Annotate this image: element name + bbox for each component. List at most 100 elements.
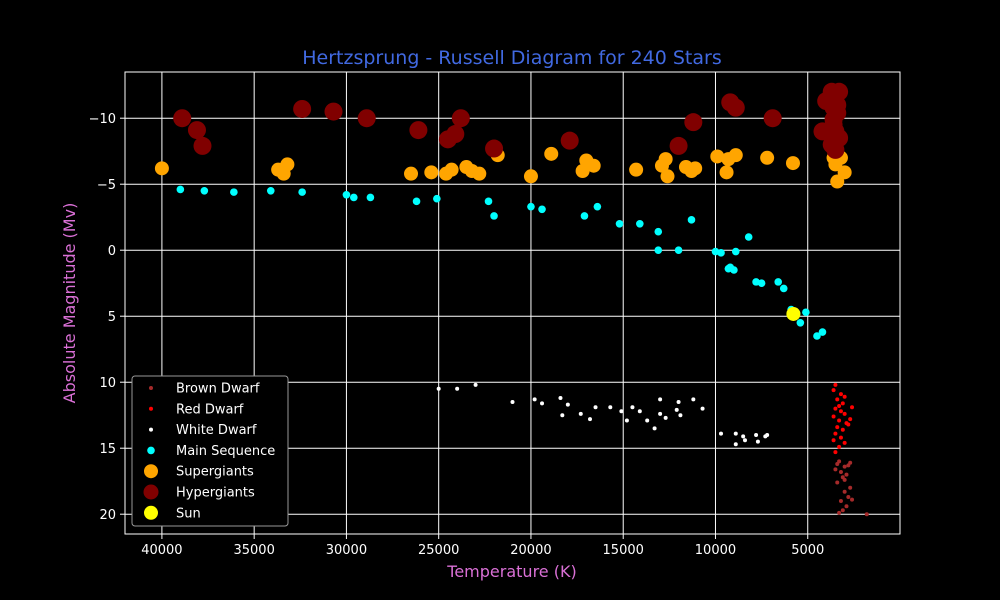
data-point xyxy=(818,328,827,336)
x-tick-label: 5000 xyxy=(791,543,824,558)
data-point xyxy=(833,467,838,472)
data-point xyxy=(765,433,770,437)
data-point xyxy=(193,136,212,155)
data-point xyxy=(565,402,570,407)
x-tick-label: 25000 xyxy=(418,543,459,558)
data-point xyxy=(629,162,644,177)
data-point xyxy=(588,417,592,422)
data-point xyxy=(726,98,745,117)
data-point xyxy=(848,417,853,422)
series-brown-dwarf xyxy=(833,459,869,517)
data-point xyxy=(837,510,842,515)
data-point xyxy=(412,197,421,206)
data-point xyxy=(741,434,746,439)
data-point xyxy=(660,169,675,184)
data-point xyxy=(796,319,805,327)
data-point xyxy=(586,158,601,173)
data-point xyxy=(654,246,663,254)
data-point xyxy=(844,472,849,477)
data-point xyxy=(786,306,801,321)
data-point xyxy=(838,435,843,440)
data-point xyxy=(826,140,845,159)
data-point xyxy=(366,193,375,202)
data-point xyxy=(593,405,598,410)
data-point xyxy=(833,431,838,436)
data-point xyxy=(540,401,545,406)
data-point xyxy=(755,439,760,444)
data-point xyxy=(828,96,847,114)
data-point xyxy=(436,386,441,391)
data-point xyxy=(630,405,635,410)
data-point xyxy=(846,495,851,500)
legend-marker xyxy=(144,505,158,520)
legend-marker xyxy=(149,406,153,411)
data-point xyxy=(298,188,306,196)
data-point xyxy=(828,157,843,172)
legend-label: Red Dwarf xyxy=(176,402,244,417)
legend-label: Main Sequence xyxy=(176,444,275,459)
data-point xyxy=(837,165,852,180)
legend: Brown Dwarf Red Dwarf White Dwarf Main Sequ… xyxy=(131,375,289,527)
data-point xyxy=(850,405,855,410)
data-point xyxy=(842,440,847,445)
data-point xyxy=(726,263,735,272)
data-point xyxy=(687,216,696,224)
data-point xyxy=(484,197,493,206)
data-point xyxy=(688,161,703,176)
series-red-dwarf xyxy=(831,382,855,455)
data-point xyxy=(637,409,642,414)
data-point xyxy=(831,414,836,419)
data-point xyxy=(615,220,624,228)
data-point xyxy=(580,212,589,220)
data-point xyxy=(658,152,673,167)
data-point xyxy=(837,403,842,408)
legend-label: Sun xyxy=(176,506,201,521)
data-point xyxy=(674,246,683,254)
data-point xyxy=(652,426,657,431)
legend-label: Hypergiants xyxy=(176,486,255,501)
data-point xyxy=(266,187,275,195)
y-tick-label: −5 xyxy=(97,178,116,193)
data-point xyxy=(838,469,843,474)
data-point xyxy=(717,249,725,257)
data-point xyxy=(560,413,565,418)
data-point xyxy=(824,110,843,129)
data-point xyxy=(538,205,546,214)
data-point xyxy=(733,442,738,447)
data-point xyxy=(485,139,504,158)
data-point xyxy=(324,102,343,121)
data-point xyxy=(678,413,683,418)
data-point xyxy=(645,418,650,423)
data-point xyxy=(700,406,705,411)
x-tick-label: 15000 xyxy=(603,543,644,558)
data-point xyxy=(835,462,840,467)
legend-marker xyxy=(143,484,159,500)
data-point xyxy=(850,497,855,502)
data-point xyxy=(154,161,169,176)
data-point xyxy=(842,464,847,469)
data-point xyxy=(578,411,583,416)
data-point xyxy=(842,394,847,399)
data-point xyxy=(654,227,663,236)
data-point xyxy=(293,99,312,118)
data-point xyxy=(831,388,836,393)
data-point xyxy=(840,427,845,432)
data-point xyxy=(527,202,535,211)
data-point xyxy=(710,149,725,164)
data-point xyxy=(779,284,788,293)
data-point xyxy=(813,332,821,340)
data-point xyxy=(444,162,459,177)
data-points xyxy=(154,82,869,517)
data-point xyxy=(636,220,644,228)
data-point xyxy=(230,188,238,196)
x-tick-label: 20000 xyxy=(510,543,551,558)
data-point xyxy=(593,202,602,211)
y-tick-label: −10 xyxy=(89,112,116,127)
data-point xyxy=(835,480,840,485)
data-point xyxy=(830,82,849,101)
data-point xyxy=(822,126,841,145)
data-point xyxy=(733,431,738,436)
data-point xyxy=(835,397,840,402)
data-point xyxy=(684,113,703,132)
data-point xyxy=(831,438,836,443)
